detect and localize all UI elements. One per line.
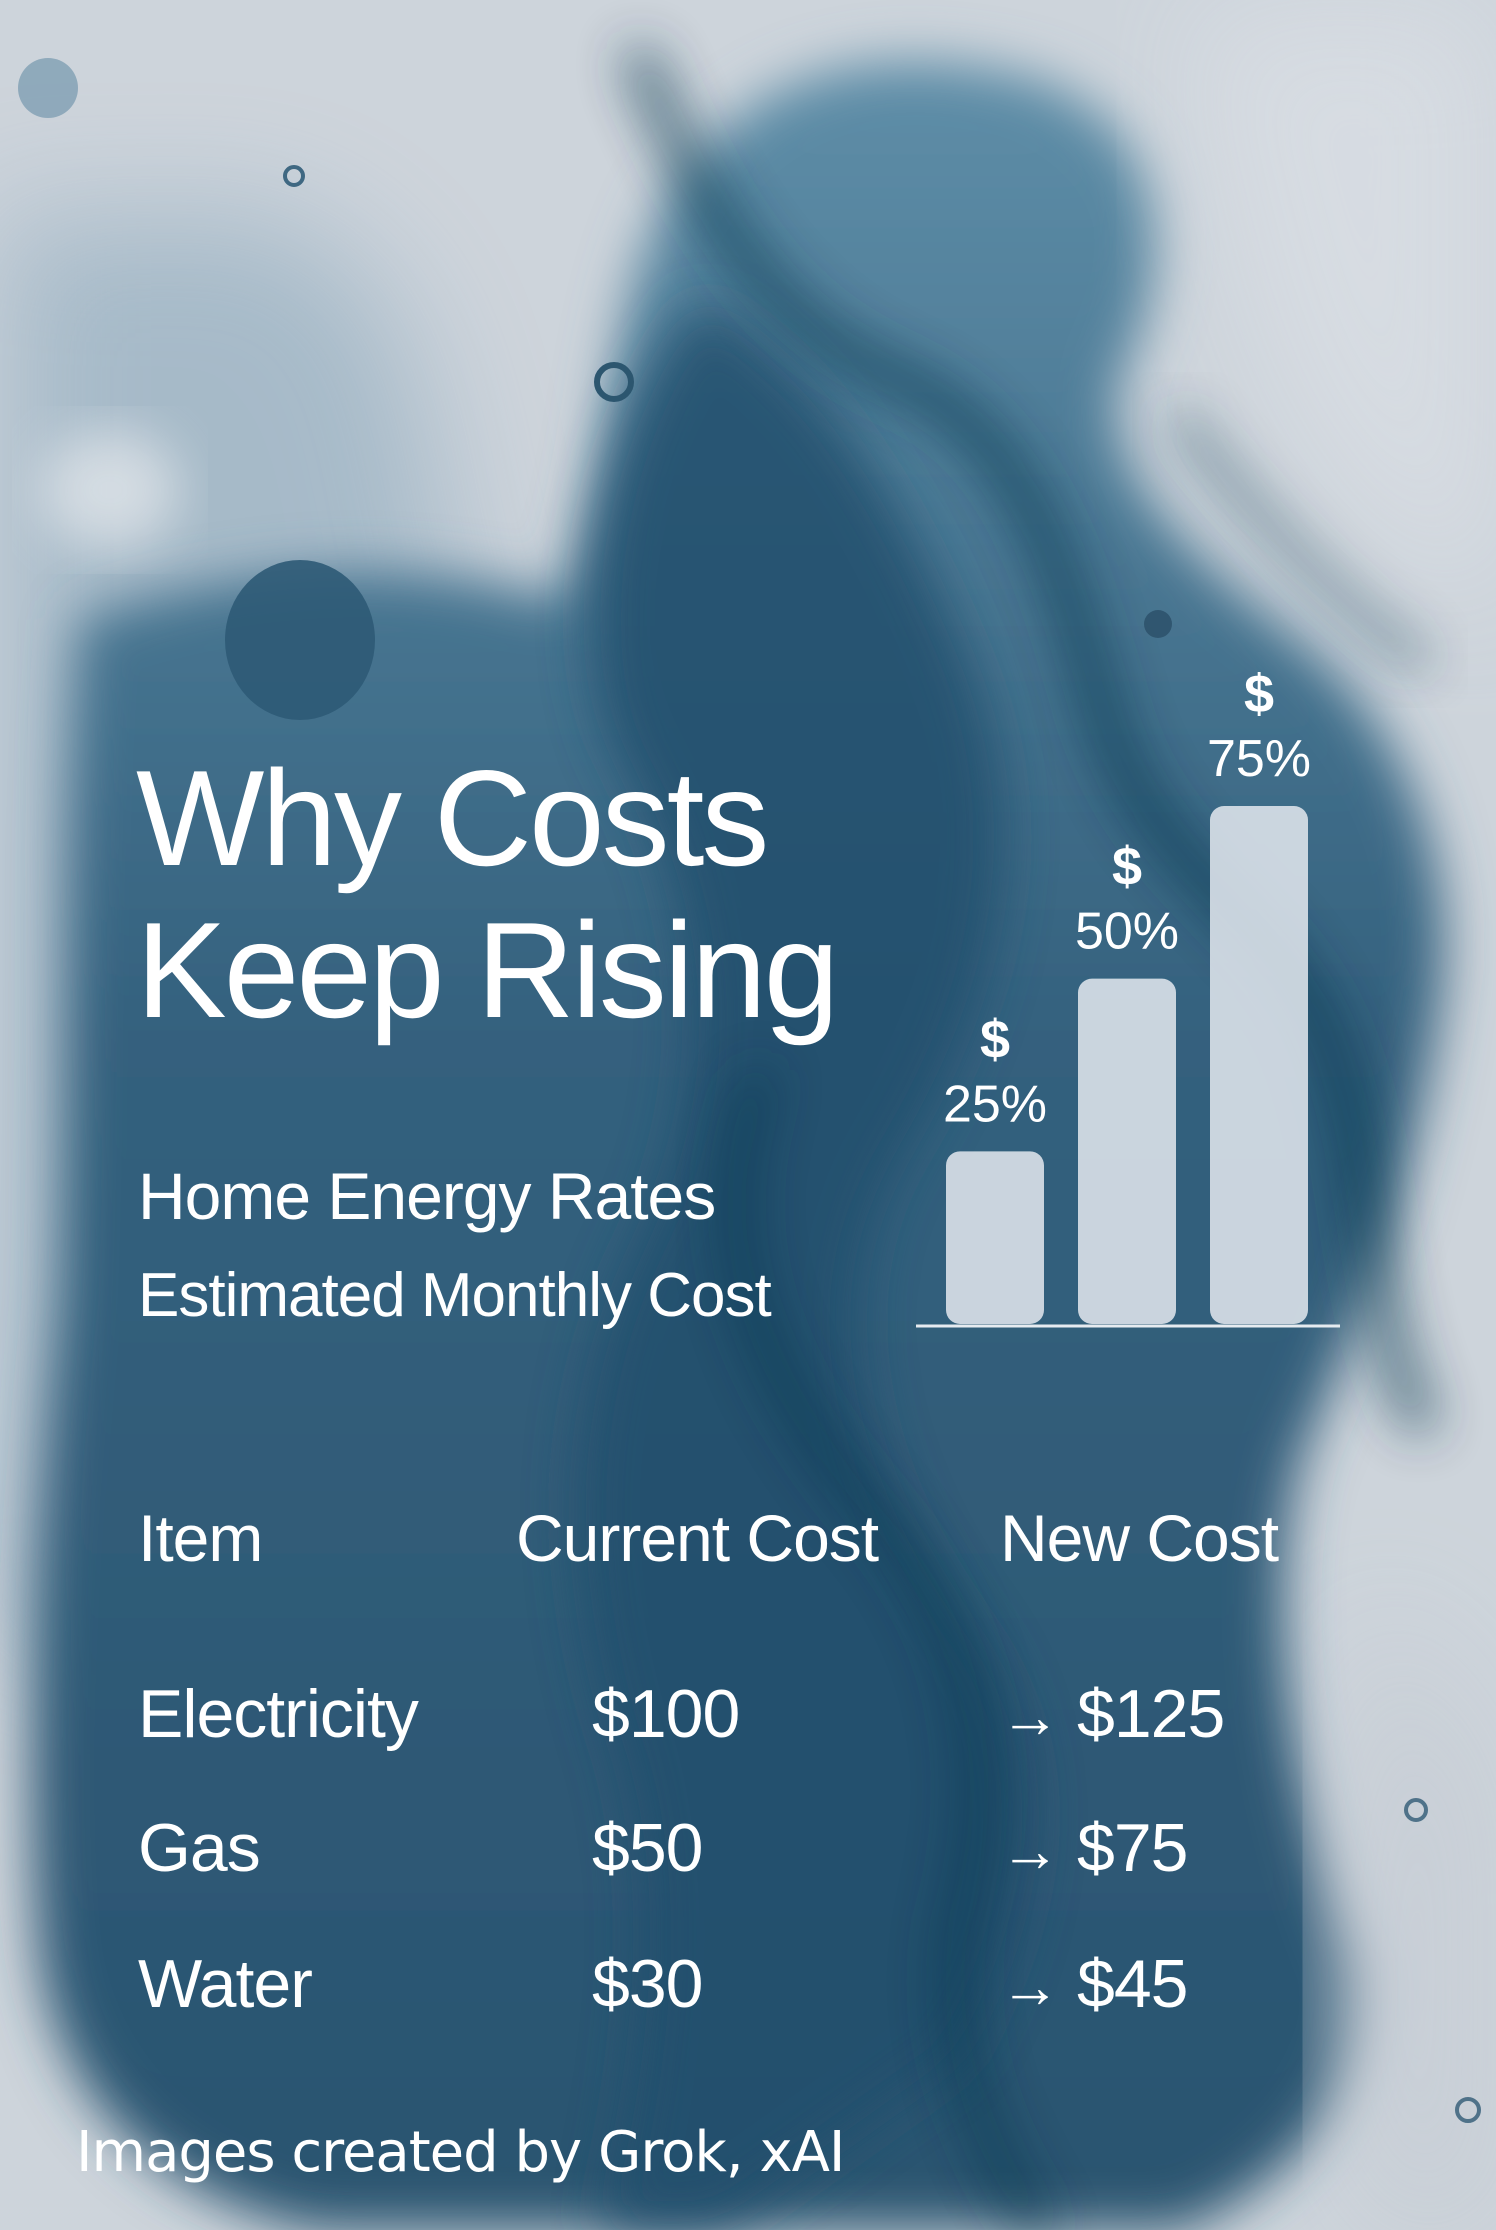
chart-data-label-symbol: $ — [980, 1009, 1010, 1069]
chart-data-label: 50% — [1075, 903, 1179, 961]
chart-data-label-symbol: $ — [1244, 664, 1274, 724]
subtitle-2: Estimated Monthly Cost — [138, 1261, 772, 1330]
chart-bar — [946, 1151, 1044, 1324]
chart-bar — [1210, 806, 1308, 1324]
chart-bar — [1078, 978, 1176, 1324]
chart-data-label-symbol: $ — [1112, 837, 1142, 897]
chart-data-label: 75% — [1207, 730, 1311, 788]
chart-data-label: 25% — [943, 1075, 1047, 1133]
title-line-1: Why Costs — [136, 742, 769, 894]
rate-increase-bar-chart: $25% $50% $75% — [916, 664, 1340, 1328]
subtitle: Home Energy Rates — [138, 1159, 716, 1233]
image-credit: Images created by Grok, xAI — [76, 2120, 845, 2185]
title-line-2: Keep Rising — [136, 894, 839, 1046]
page-title: Why Costs Keep Rising — [136, 742, 936, 1046]
